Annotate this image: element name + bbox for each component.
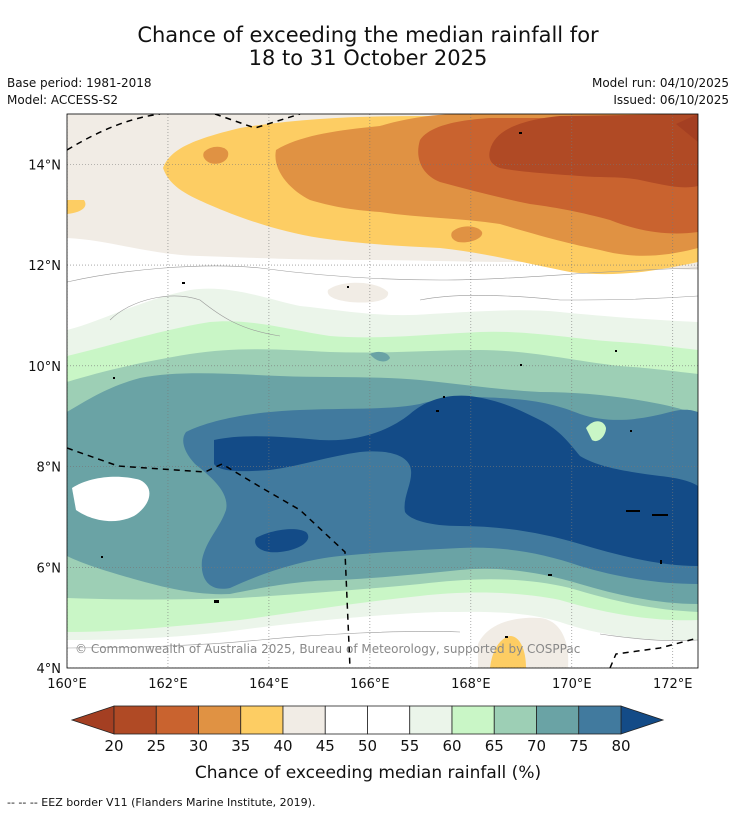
gridlines <box>67 114 698 668</box>
region-35-40-patch <box>67 200 86 214</box>
region-above-80-patch <box>255 529 309 553</box>
colorbar-bin <box>536 705 580 735</box>
region-white-patch-west <box>72 476 150 522</box>
x-tick-label: 172°E <box>653 677 693 692</box>
colorbar-extend-high <box>620 705 665 735</box>
chart-title-line-1: Chance of exceeding the median rainfall … <box>137 23 599 47</box>
colorbar-bin <box>324 705 368 735</box>
colorbar-bin <box>198 705 242 735</box>
colorbar-tick-label: 35 <box>231 737 250 755</box>
colorbar-bin <box>493 705 537 735</box>
eez-border-north-west <box>67 114 161 151</box>
colorbar-bin <box>282 705 326 735</box>
colorbar-bin <box>113 705 157 735</box>
colorbar-tick-label: 50 <box>358 737 377 755</box>
model-run: Model run: 04/10/2025 <box>591 76 729 90</box>
y-tick-label: 12°N <box>28 259 61 274</box>
colorbar-bin <box>409 705 453 735</box>
colorbar-tick-label: 65 <box>485 737 504 755</box>
colorbar-tick-label: 70 <box>527 737 546 755</box>
x-tick-label: 170°E <box>552 677 592 692</box>
colorbar-tick-label: 40 <box>273 737 292 755</box>
copyright-watermark: © Commonwealth of Australia 2025, Bureau… <box>75 642 580 656</box>
colorbar-bin <box>578 705 622 735</box>
eez-border-central <box>67 447 351 668</box>
colorbar-extend-low <box>70 705 115 735</box>
eez-border-north-mid <box>214 114 301 129</box>
y-axis-ticks: 4°N 6°N 8°N 10°N 12°N 14°N <box>28 158 61 677</box>
region-40-45-patch-mid <box>327 282 389 303</box>
issued-date: Issued: 06/10/2025 <box>613 93 729 107</box>
region-above-80 <box>214 395 698 566</box>
region-below-20 <box>676 114 698 142</box>
colorbar-tick-label: 55 <box>400 737 419 755</box>
eez-borders <box>67 114 698 668</box>
region-20-25 <box>489 114 698 188</box>
x-tick-label: 168°E <box>451 677 491 692</box>
y-tick-label: 6°N <box>37 561 62 576</box>
y-tick-label: 4°N <box>37 662 62 677</box>
eez-footnote: -- -- -- EEZ border V11 (Flanders Marine… <box>7 796 316 809</box>
colorbar-tick-label: 20 <box>104 737 123 755</box>
x-tick-label: 164°E <box>249 677 289 692</box>
region-35-40-patch-south <box>490 636 526 668</box>
y-tick-label: 10°N <box>28 360 61 375</box>
island-markers <box>101 132 668 638</box>
base-period: Base period: 1981-2018 <box>7 76 152 90</box>
x-tick-label: 162°E <box>148 677 188 692</box>
x-tick-label: 166°E <box>350 677 390 692</box>
y-tick-label: 8°N <box>37 461 62 476</box>
colorbar-tick-label: 80 <box>611 737 630 755</box>
colorbar-bin <box>451 705 495 735</box>
colorbar-label: Chance of exceeding median rainfall (%) <box>195 763 541 783</box>
y-tick-label: 14°N <box>28 158 61 173</box>
region-60-65-patch <box>586 421 606 442</box>
colorbar-tick-label: 45 <box>316 737 335 755</box>
chart-title-line-2: 18 to 31 October 2025 <box>248 46 488 70</box>
x-axis-ticks: 160°E 162°E 164°E 166°E 168°E 170°E 172°E <box>47 677 692 692</box>
colorbar-tick-label: 75 <box>569 737 588 755</box>
eez-border-south-east <box>609 637 698 668</box>
colorbar-tick-label: 25 <box>147 737 166 755</box>
colorbar-tick-label: 60 <box>442 737 461 755</box>
region-70-75-patch <box>370 351 390 362</box>
colorbar-tick-label: 30 <box>189 737 208 755</box>
colorbar-bin <box>155 705 199 735</box>
colorbar: 20 25 30 35 40 45 50 55 60 65 70 75 80 <box>70 705 665 755</box>
colorbar-bin <box>240 705 284 735</box>
plot-frame <box>66 113 699 669</box>
region-30-35-patch-b <box>451 226 483 243</box>
map-plot-area <box>67 114 698 668</box>
colorbar-bin <box>367 705 411 735</box>
region-30-35-patch <box>203 146 229 164</box>
x-tick-label: 160°E <box>47 677 87 692</box>
model-name: Model: ACCESS-S2 <box>7 93 119 107</box>
